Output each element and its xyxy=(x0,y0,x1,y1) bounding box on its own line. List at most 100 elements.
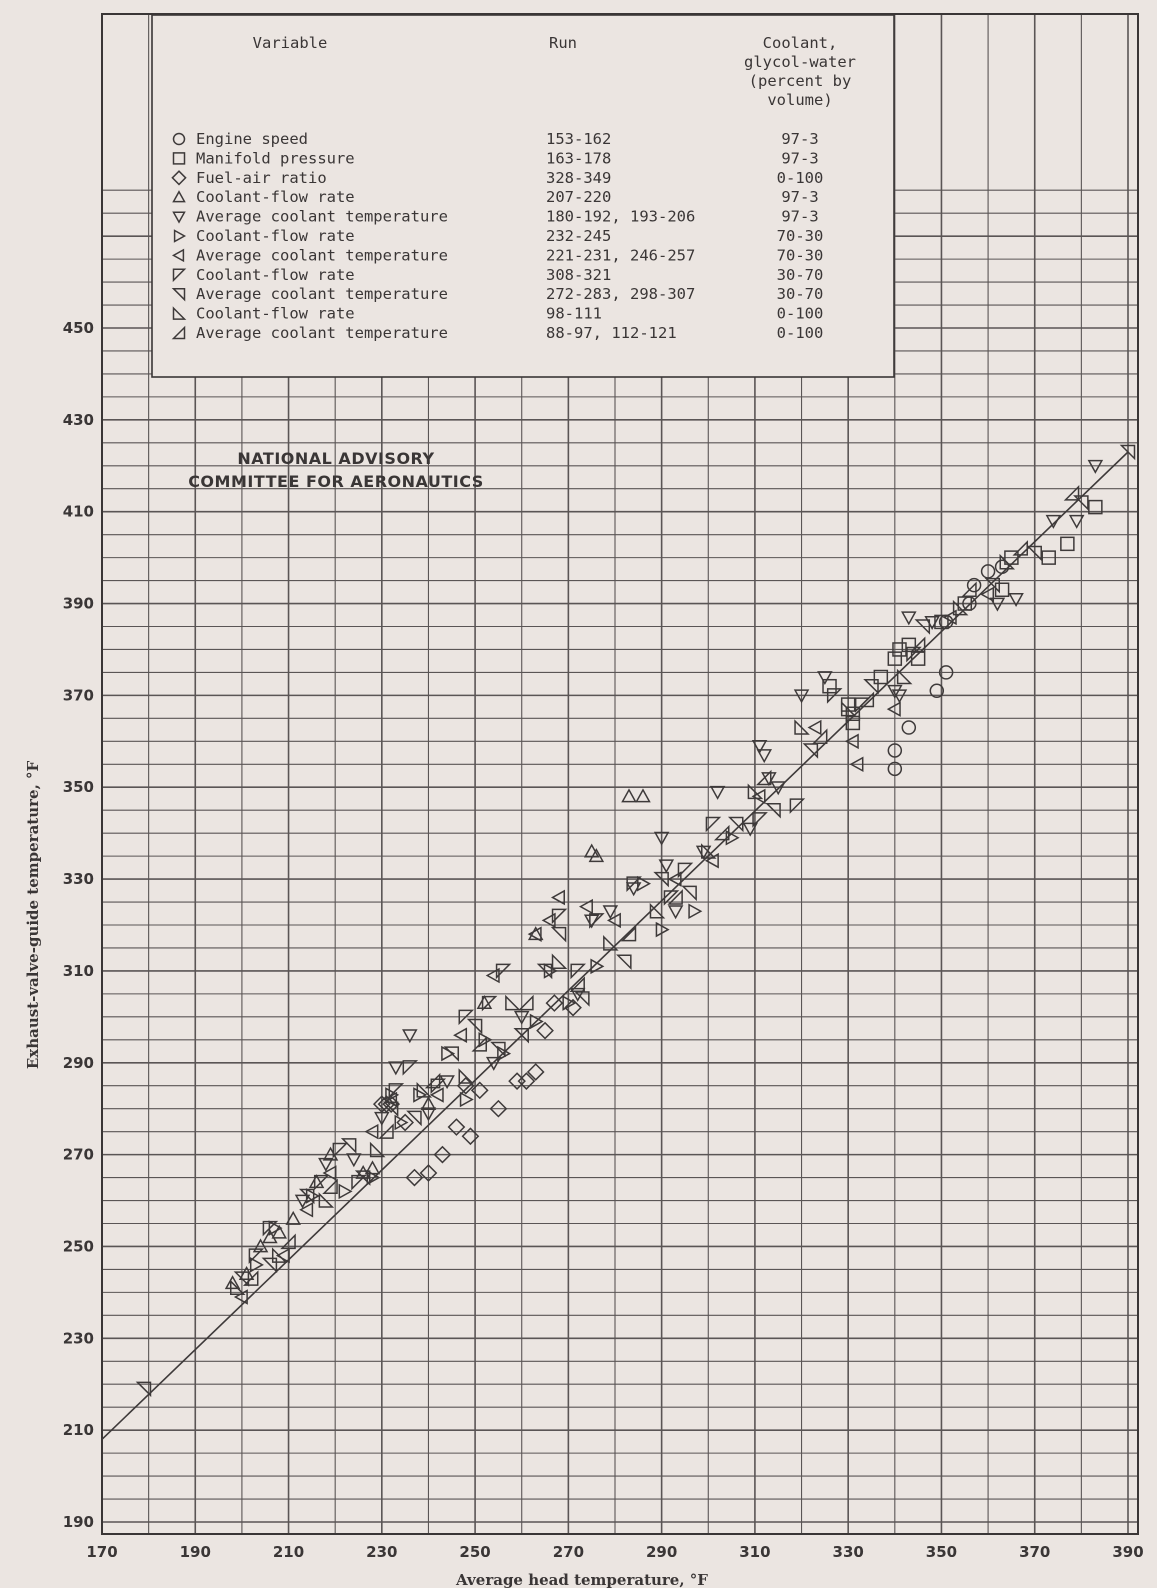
data-point-triangle-down xyxy=(513,1010,530,1025)
legend-variable: Average coolant temperature xyxy=(196,285,448,303)
legend-symbol xyxy=(172,306,187,320)
data-point-flag-up-left xyxy=(794,719,810,735)
data-point-flag-down xyxy=(430,1078,447,1095)
data-point-triangle-down xyxy=(709,785,726,800)
data-point-square xyxy=(822,678,837,694)
data-point-flag-up-left xyxy=(318,1192,335,1208)
data-point-triangle-left xyxy=(606,912,621,929)
data-point-flag-up-right xyxy=(909,636,926,653)
data-point-triangle-down xyxy=(1008,592,1024,607)
data-point-flag-up-left xyxy=(840,700,857,717)
data-point-triangle-right xyxy=(394,1114,409,1131)
data-point-triangle-down xyxy=(439,1075,455,1090)
data-point-circle xyxy=(929,683,945,699)
legend-symbol xyxy=(172,132,186,146)
data-point-flag-up-right xyxy=(242,1270,259,1286)
data-point-circle xyxy=(901,720,917,735)
data-point-circle xyxy=(966,577,982,593)
data-point-triangle-down xyxy=(388,1061,404,1076)
data-point-square xyxy=(994,582,1010,598)
data-point-flag-down xyxy=(495,963,512,980)
legend-coolant: 30-70 xyxy=(777,266,824,284)
legend-run: 221-231, 246-257 xyxy=(546,246,695,264)
data-point-triangle-up xyxy=(635,788,651,803)
data-point-triangle-down xyxy=(346,1153,362,1168)
data-point-triangle-left xyxy=(886,701,901,717)
data-point-flag-down xyxy=(626,876,642,892)
data-point-flag-up-right xyxy=(322,1178,338,1195)
data-point-flag-left xyxy=(1119,444,1136,461)
data-point-flag-up-right xyxy=(1012,540,1028,556)
data-point-circle xyxy=(980,564,996,579)
data-point-flag-up-right xyxy=(378,1123,394,1139)
data-point-triangle-down xyxy=(793,689,810,704)
legend-symbol xyxy=(171,248,185,263)
x-tick-label: 210 xyxy=(273,1543,304,1561)
legend-header-coolant: (percent by xyxy=(749,72,852,90)
data-point-flag-left xyxy=(382,1101,399,1118)
data-point-flag-down xyxy=(458,1009,475,1026)
legend-symbol xyxy=(172,268,187,283)
data-point-flag-up-right xyxy=(858,691,875,708)
legend-variable: Average coolant temperature xyxy=(196,246,448,264)
y-tick-label: 410 xyxy=(63,503,94,521)
data-point-triangle-down xyxy=(887,684,903,699)
legend-variable: Coolant-flow rate xyxy=(196,266,355,284)
data-point-flag-left xyxy=(574,991,590,1007)
data-point-flag-left xyxy=(354,1170,371,1186)
data-point-flag-left xyxy=(681,885,697,902)
data-point-flag-left xyxy=(135,1381,152,1398)
legend-symbol xyxy=(171,325,186,340)
data-point-flag-left xyxy=(536,963,553,980)
data-point-triangle-down xyxy=(751,739,768,754)
data-point-diamond xyxy=(433,1145,452,1164)
data-point-flag-left xyxy=(406,1110,422,1127)
legend-header-coolant: Coolant, xyxy=(763,34,838,52)
data-point-triangle-down xyxy=(658,859,675,874)
x-tick-label: 290 xyxy=(646,1543,677,1561)
data-point-flag-down xyxy=(663,890,680,906)
legend-variable: Average coolant temperature xyxy=(196,208,448,226)
data-point-diamond xyxy=(461,1127,480,1146)
data-point-flag-left xyxy=(727,816,744,833)
data-point-flag-left xyxy=(653,871,669,888)
data-point-triangle-right xyxy=(688,903,703,919)
legend-variable: Coolant-flow rate xyxy=(196,227,355,245)
data-point-flag-up-left xyxy=(551,953,568,969)
data-point-triangle-down xyxy=(420,1107,437,1122)
y-tick-label: 450 xyxy=(63,319,94,337)
data-point-flag-up-left xyxy=(747,783,764,800)
legend-variable: Engine speed xyxy=(196,130,308,148)
data-point-flag-left xyxy=(1073,495,1089,511)
data-point-triangle-down xyxy=(770,781,787,796)
x-axis-title: Average head temperature, °F xyxy=(455,1571,708,1588)
legend-symbol xyxy=(172,190,186,203)
data-point-triangle-left xyxy=(527,926,542,942)
data-point-triangle-left xyxy=(578,898,593,915)
data-point-flag-up-left xyxy=(369,1141,386,1158)
legend-header-variable: Variable xyxy=(253,34,328,52)
data-point-square xyxy=(1088,499,1103,515)
x-tick-label: 350 xyxy=(926,1543,957,1561)
legend-header-coolant: glycol-water xyxy=(744,53,856,71)
legend-variable: Manifold pressure xyxy=(196,149,355,167)
data-point-triangle-left xyxy=(942,609,957,626)
data-point-flag-up-left xyxy=(458,1068,475,1084)
y-tick-label: 370 xyxy=(63,686,94,704)
legend-run: 328-349 xyxy=(546,169,611,187)
data-point-flag-down xyxy=(262,1220,279,1237)
data-point-diamond xyxy=(526,1063,545,1081)
x-tick-label: 170 xyxy=(86,1543,117,1561)
data-point-flag-up-left xyxy=(505,994,521,1011)
data-point-flag-down xyxy=(570,963,587,980)
data-point-triangle-right xyxy=(478,1032,493,1048)
data-point-square xyxy=(957,596,973,611)
data-point-circle xyxy=(994,559,1010,575)
data-point-triangle-right xyxy=(338,1183,353,1200)
y-tick-label: 230 xyxy=(63,1329,94,1347)
data-point-flag-up-right xyxy=(811,728,828,744)
data-point-triangle-down xyxy=(374,1111,390,1126)
data-points xyxy=(135,444,1136,1398)
data-point-triangle-right xyxy=(249,1257,264,1273)
